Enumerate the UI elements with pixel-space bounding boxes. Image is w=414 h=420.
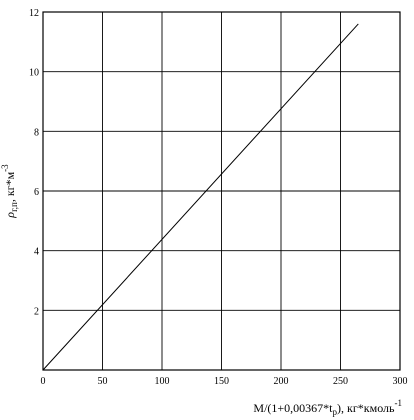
plot-area [42,11,401,371]
x-tick-label: 100 [155,376,170,387]
y-tick-label: 6 [34,187,39,198]
x-tick-label: 0 [41,376,46,387]
x-tick-label: 50 [98,376,108,387]
series [42,23,359,371]
grid-lines [43,12,400,370]
y-tick-label: 4 [34,247,39,258]
y-tick-label: 10 [29,68,39,79]
y-tick-label: 12 [29,8,39,19]
x-tick-label: 250 [333,376,348,387]
x-axis: 0 50 100 150 200 250 300 [41,376,408,387]
y-tick-label: 2 [34,306,39,317]
x-axis-label: M/(1+0,00367*tр), кг*кмоль-1 [253,398,402,417]
x-tick-label: 200 [274,376,289,387]
x-tick-label: 150 [214,376,229,387]
y-tick-label: 8 [34,127,39,138]
y-axis-label: ρг,п, кг*м-3 [0,164,19,219]
x-tick-label: 300 [393,376,408,387]
y-axis: 2 4 6 8 10 12 [29,8,39,317]
series-line [42,23,359,371]
